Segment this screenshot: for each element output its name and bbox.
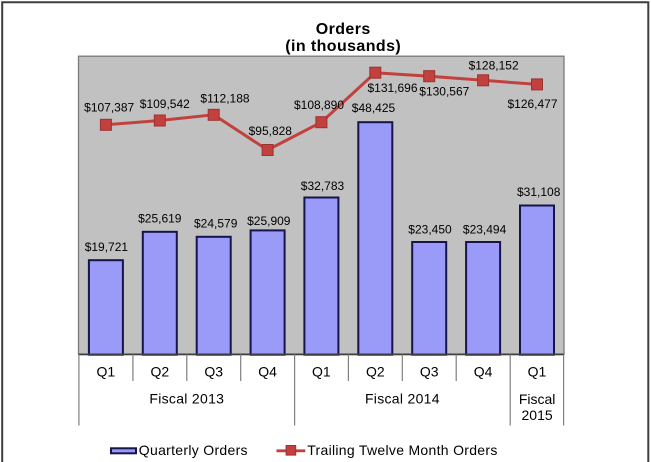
svg-text:$95,828: $95,828	[249, 124, 293, 138]
svg-text:$25,619: $25,619	[138, 212, 182, 226]
svg-text:Orders: Orders	[316, 21, 371, 38]
svg-text:Q4: Q4	[474, 363, 493, 379]
svg-text:$23,494: $23,494	[463, 222, 507, 236]
svg-text:Q3: Q3	[204, 363, 223, 379]
svg-text:2015: 2015	[522, 407, 553, 423]
svg-text:(in thousands): (in thousands)	[285, 38, 401, 55]
svg-text:Fiscal: Fiscal	[519, 391, 556, 407]
svg-text:Fiscal 2013: Fiscal 2013	[149, 390, 224, 406]
svg-text:$24,579: $24,579	[194, 217, 238, 231]
svg-text:$130,567: $130,567	[419, 85, 469, 99]
svg-text:$25,909: $25,909	[247, 214, 291, 228]
svg-text:$108,890: $108,890	[294, 98, 344, 112]
svg-text:Q2: Q2	[366, 363, 385, 379]
svg-text:Q1: Q1	[312, 363, 331, 379]
svg-text:$112,188: $112,188	[200, 92, 249, 106]
svg-text:$131,696: $131,696	[367, 81, 417, 95]
svg-text:Fiscal 2014: Fiscal 2014	[365, 390, 440, 406]
svg-text:Q3: Q3	[420, 363, 439, 379]
svg-text:$19,721: $19,721	[85, 240, 129, 254]
svg-text:Q2: Q2	[150, 363, 169, 379]
svg-text:$23,450: $23,450	[408, 222, 452, 236]
svg-text:Quarterly Orders: Quarterly Orders	[139, 442, 248, 458]
svg-text:Q4: Q4	[258, 363, 277, 379]
svg-text:$107,387: $107,387	[84, 101, 134, 115]
svg-text:Trailing Twelve Month Orders: Trailing Twelve Month Orders	[307, 442, 497, 458]
svg-text:$109,542: $109,542	[140, 97, 190, 111]
svg-text:Q1: Q1	[528, 363, 547, 379]
svg-text:$48,425: $48,425	[352, 101, 396, 115]
svg-text:$128,152: $128,152	[469, 59, 519, 73]
svg-text:$31,108: $31,108	[517, 185, 561, 199]
svg-text:Q1: Q1	[97, 363, 116, 379]
svg-text:$126,477: $126,477	[507, 97, 557, 111]
svg-text:$32,783: $32,783	[301, 179, 345, 193]
